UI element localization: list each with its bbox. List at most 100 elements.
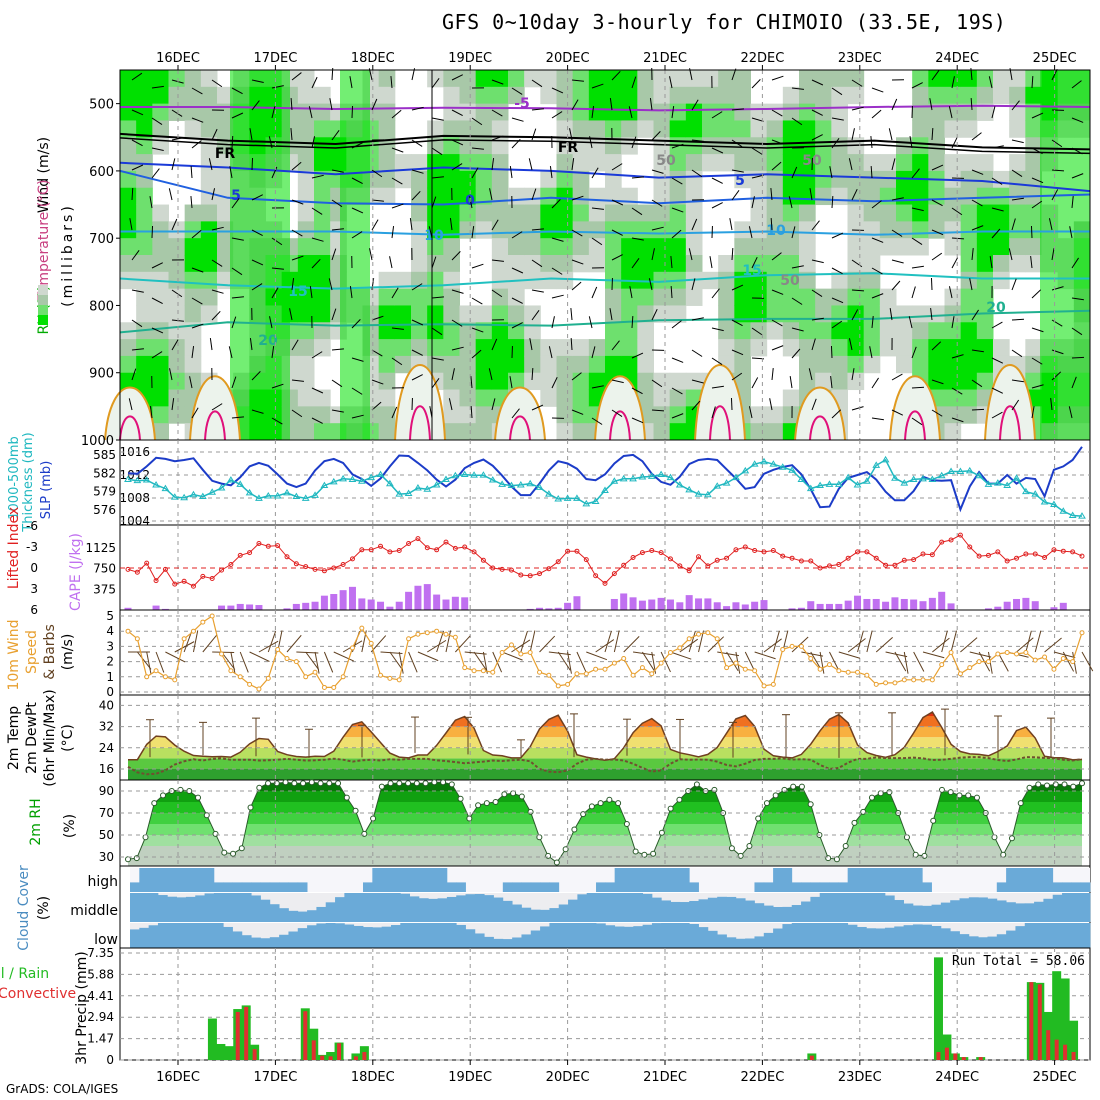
cape-bar <box>536 607 544 610</box>
cloud-cell <box>623 926 634 948</box>
wind-speed-point <box>396 677 402 683</box>
wind-barb <box>411 190 421 201</box>
rh-shade <box>120 204 137 222</box>
rh-shade <box>685 120 703 138</box>
surface-wind-barb <box>408 651 418 673</box>
wind-barb <box>631 207 643 216</box>
wind-barb <box>629 286 633 299</box>
wind-barb <box>891 409 904 416</box>
rh-shade <box>540 389 557 407</box>
warm-plume <box>494 386 546 441</box>
wind-speed-point <box>826 662 832 668</box>
li-point <box>443 539 449 545</box>
cape-bar <box>564 602 572 610</box>
rh-shade <box>637 389 654 407</box>
contour-label: 50 <box>656 153 676 169</box>
cloud-cell <box>409 923 420 948</box>
wind-speed-point <box>957 671 963 677</box>
wind-barb <box>311 351 323 359</box>
cloud-cell <box>279 908 289 922</box>
cape-bar <box>255 605 263 610</box>
cloud-cell <box>819 882 830 892</box>
wind-barb <box>751 174 764 179</box>
rh-shade <box>734 103 751 121</box>
rh-shade <box>637 305 654 323</box>
label-rh-units: (%) <box>62 814 78 838</box>
rh-shade <box>136 339 153 357</box>
rh-shade <box>621 322 638 340</box>
thickness-point <box>329 477 338 485</box>
cloud-cell <box>400 868 411 892</box>
rh-point <box>641 851 648 858</box>
rh-shade <box>508 339 525 357</box>
rh-point <box>1061 781 1068 788</box>
rh-shade <box>847 204 865 222</box>
cloud-cell <box>586 923 597 948</box>
thickness-point <box>198 492 207 500</box>
rh-point <box>693 781 700 788</box>
wind-barb <box>171 158 176 171</box>
rh-shade <box>1025 355 1042 374</box>
rh-shade <box>427 204 444 222</box>
contour-label: FR <box>215 146 236 162</box>
thickness-point <box>610 477 619 484</box>
wind-barb <box>571 158 575 171</box>
li-point <box>957 532 963 538</box>
rh-shade <box>912 238 929 256</box>
thickness-point <box>601 486 609 493</box>
cape-bar <box>648 599 656 610</box>
rh-shade <box>831 305 848 323</box>
cloud-cell <box>465 929 476 948</box>
wind-speed-point <box>181 636 187 642</box>
cloud-cell <box>130 893 140 922</box>
precip-convective-bar <box>961 1057 966 1060</box>
wind-barb <box>851 309 859 321</box>
rh-shade <box>152 305 169 323</box>
rh-shade <box>200 170 218 189</box>
cloud-cell <box>288 931 299 948</box>
rh-shade <box>475 221 493 239</box>
li-point <box>864 549 870 555</box>
wind-barb <box>1030 256 1033 269</box>
wind-barb <box>489 188 493 201</box>
cloud-cell <box>745 900 755 922</box>
wind-barb <box>1071 257 1079 269</box>
rh-shade <box>669 389 687 407</box>
cloud-cell <box>307 910 317 922</box>
cloud-cell <box>782 906 793 922</box>
wind-speed-point <box>555 683 561 689</box>
rh-shade <box>976 204 994 222</box>
precip-convective-bar <box>353 1056 358 1060</box>
label-speed: Speed <box>24 630 40 674</box>
wind-barb <box>371 401 382 411</box>
cape-bar <box>629 597 637 610</box>
rh-point <box>860 808 867 815</box>
run-total-label: Run Total = 58.06 <box>952 954 1085 969</box>
wind-speed-point <box>733 660 739 666</box>
rh-shade <box>314 406 331 424</box>
wind-speed-point <box>134 636 140 642</box>
surface-wind-barb <box>819 651 825 674</box>
cloud-cell <box>1043 868 1054 892</box>
wind-barb <box>1051 319 1063 327</box>
wind-barb <box>670 256 673 269</box>
cloud-cell <box>726 896 737 922</box>
label-convective: Convective <box>0 986 76 1002</box>
cloud-cell <box>213 893 224 922</box>
rh-legend-swatch <box>38 295 48 305</box>
surface-wind-barb <box>744 651 756 672</box>
cloud-cell <box>903 903 914 922</box>
date-label-bottom: 21DEC <box>643 1070 687 1085</box>
thickness-point <box>657 470 666 478</box>
wind-barb <box>848 338 853 351</box>
li-point <box>649 548 655 553</box>
cloud-cell <box>400 923 411 948</box>
wind-barb <box>731 189 740 201</box>
thickness-point <box>797 475 806 482</box>
rh-legend-swatch <box>38 315 48 325</box>
wind-barb <box>551 294 564 299</box>
cloud-cell <box>148 893 159 922</box>
cloud-cell <box>754 903 765 922</box>
cloud-cell <box>950 931 960 948</box>
cloud-cell <box>251 895 261 922</box>
